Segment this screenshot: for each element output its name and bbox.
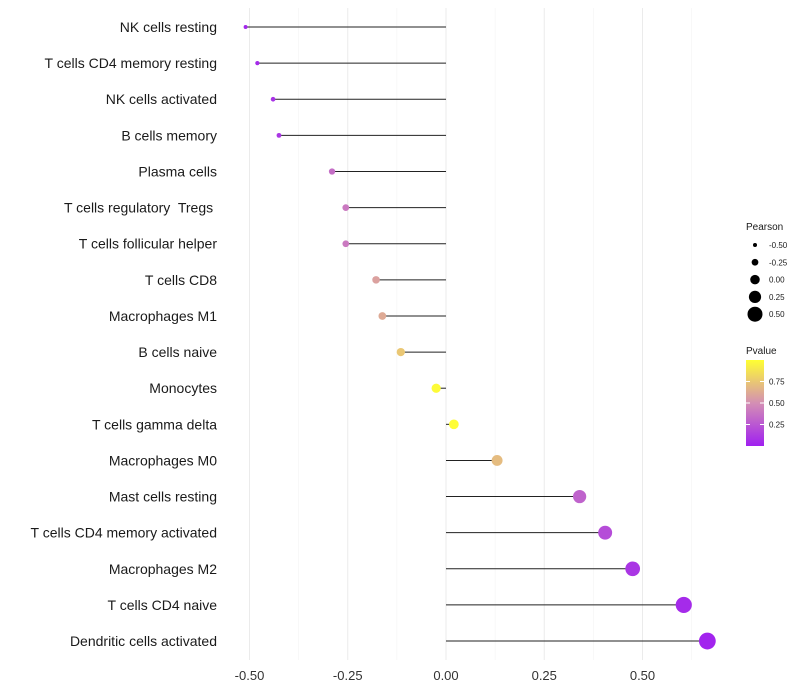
x-tick-label: 0.25 <box>532 668 557 683</box>
grid-lines <box>249 8 692 660</box>
color-legend-label: 0.75 <box>769 378 785 387</box>
category-label: T cells CD4 memory resting <box>45 55 217 71</box>
data-point <box>698 632 716 650</box>
size-legend-label: 0.25 <box>769 293 785 302</box>
data-point <box>270 96 276 102</box>
data-point <box>449 419 459 430</box>
size-legend-key <box>750 274 760 285</box>
size-legend-title: Pearson <box>746 222 783 233</box>
size-legend-key <box>748 290 762 304</box>
size-legend-key <box>751 258 759 266</box>
category-label: T cells CD4 naive <box>108 597 218 613</box>
data-point <box>573 489 587 504</box>
color-legend-title: Pvalue <box>746 346 777 357</box>
x-tick-label: -0.25 <box>333 668 363 683</box>
size-legend: Pearson -0.50 -0.25 0.00 0.25 0.50 <box>746 222 788 322</box>
data-point <box>342 204 350 211</box>
data-point <box>675 596 692 613</box>
category-label: Macrophages M1 <box>109 308 217 324</box>
data-point <box>378 312 387 320</box>
size-legend-key <box>747 306 763 322</box>
data-point <box>396 347 405 357</box>
category-label: Monocytes <box>149 380 217 396</box>
color-legend: Pvalue 0.25 0.50 0.75 <box>746 346 785 446</box>
category-label: B cells naive <box>138 344 217 360</box>
data-point <box>342 240 350 248</box>
data-point <box>255 61 260 66</box>
data-point <box>625 561 641 577</box>
category-label: T cells regulatory Tregs <box>64 200 217 216</box>
x-tick-label: -0.50 <box>235 668 265 683</box>
size-legend-label: 0.50 <box>769 310 785 319</box>
color-bar <box>746 360 764 446</box>
x-axis-tick-labels: -0.50 -0.25 0.00 0.25 0.50 <box>235 668 655 683</box>
category-label: B cells memory <box>121 127 217 143</box>
category-label: Mast cells resting <box>109 489 217 505</box>
size-legend-label: -0.50 <box>769 241 788 250</box>
x-tick-label: 0.50 <box>630 668 655 683</box>
category-label: NK cells activated <box>106 91 217 107</box>
data-point <box>276 132 282 138</box>
color-legend-label: 0.25 <box>769 421 785 430</box>
color-legend-label: 0.50 <box>769 399 785 408</box>
data-point <box>372 276 380 284</box>
category-label: Macrophages M2 <box>109 561 217 577</box>
data-point <box>328 168 336 175</box>
stems <box>245 26 708 642</box>
data-point <box>491 454 503 466</box>
category-label: Plasma cells <box>138 163 217 179</box>
category-label: NK cells resting <box>120 19 217 35</box>
category-label: Dendritic cells activated <box>70 633 217 649</box>
size-legend-label: 0.00 <box>769 276 785 285</box>
size-legend-key <box>753 243 757 247</box>
points <box>243 25 716 650</box>
data-point <box>431 383 441 393</box>
data-point <box>243 25 248 29</box>
category-label: Macrophages M0 <box>109 452 217 468</box>
data-point <box>598 525 613 540</box>
category-label: T cells CD8 <box>145 272 217 288</box>
x-tick-label: 0.00 <box>433 668 458 683</box>
category-label: T cells follicular helper <box>79 236 218 252</box>
category-labels: NK cells resting T cells CD4 memory resti… <box>31 19 218 649</box>
category-label: T cells gamma delta <box>92 416 217 432</box>
category-label: T cells CD4 memory activated <box>31 525 217 541</box>
size-legend-label: -0.25 <box>769 258 788 267</box>
